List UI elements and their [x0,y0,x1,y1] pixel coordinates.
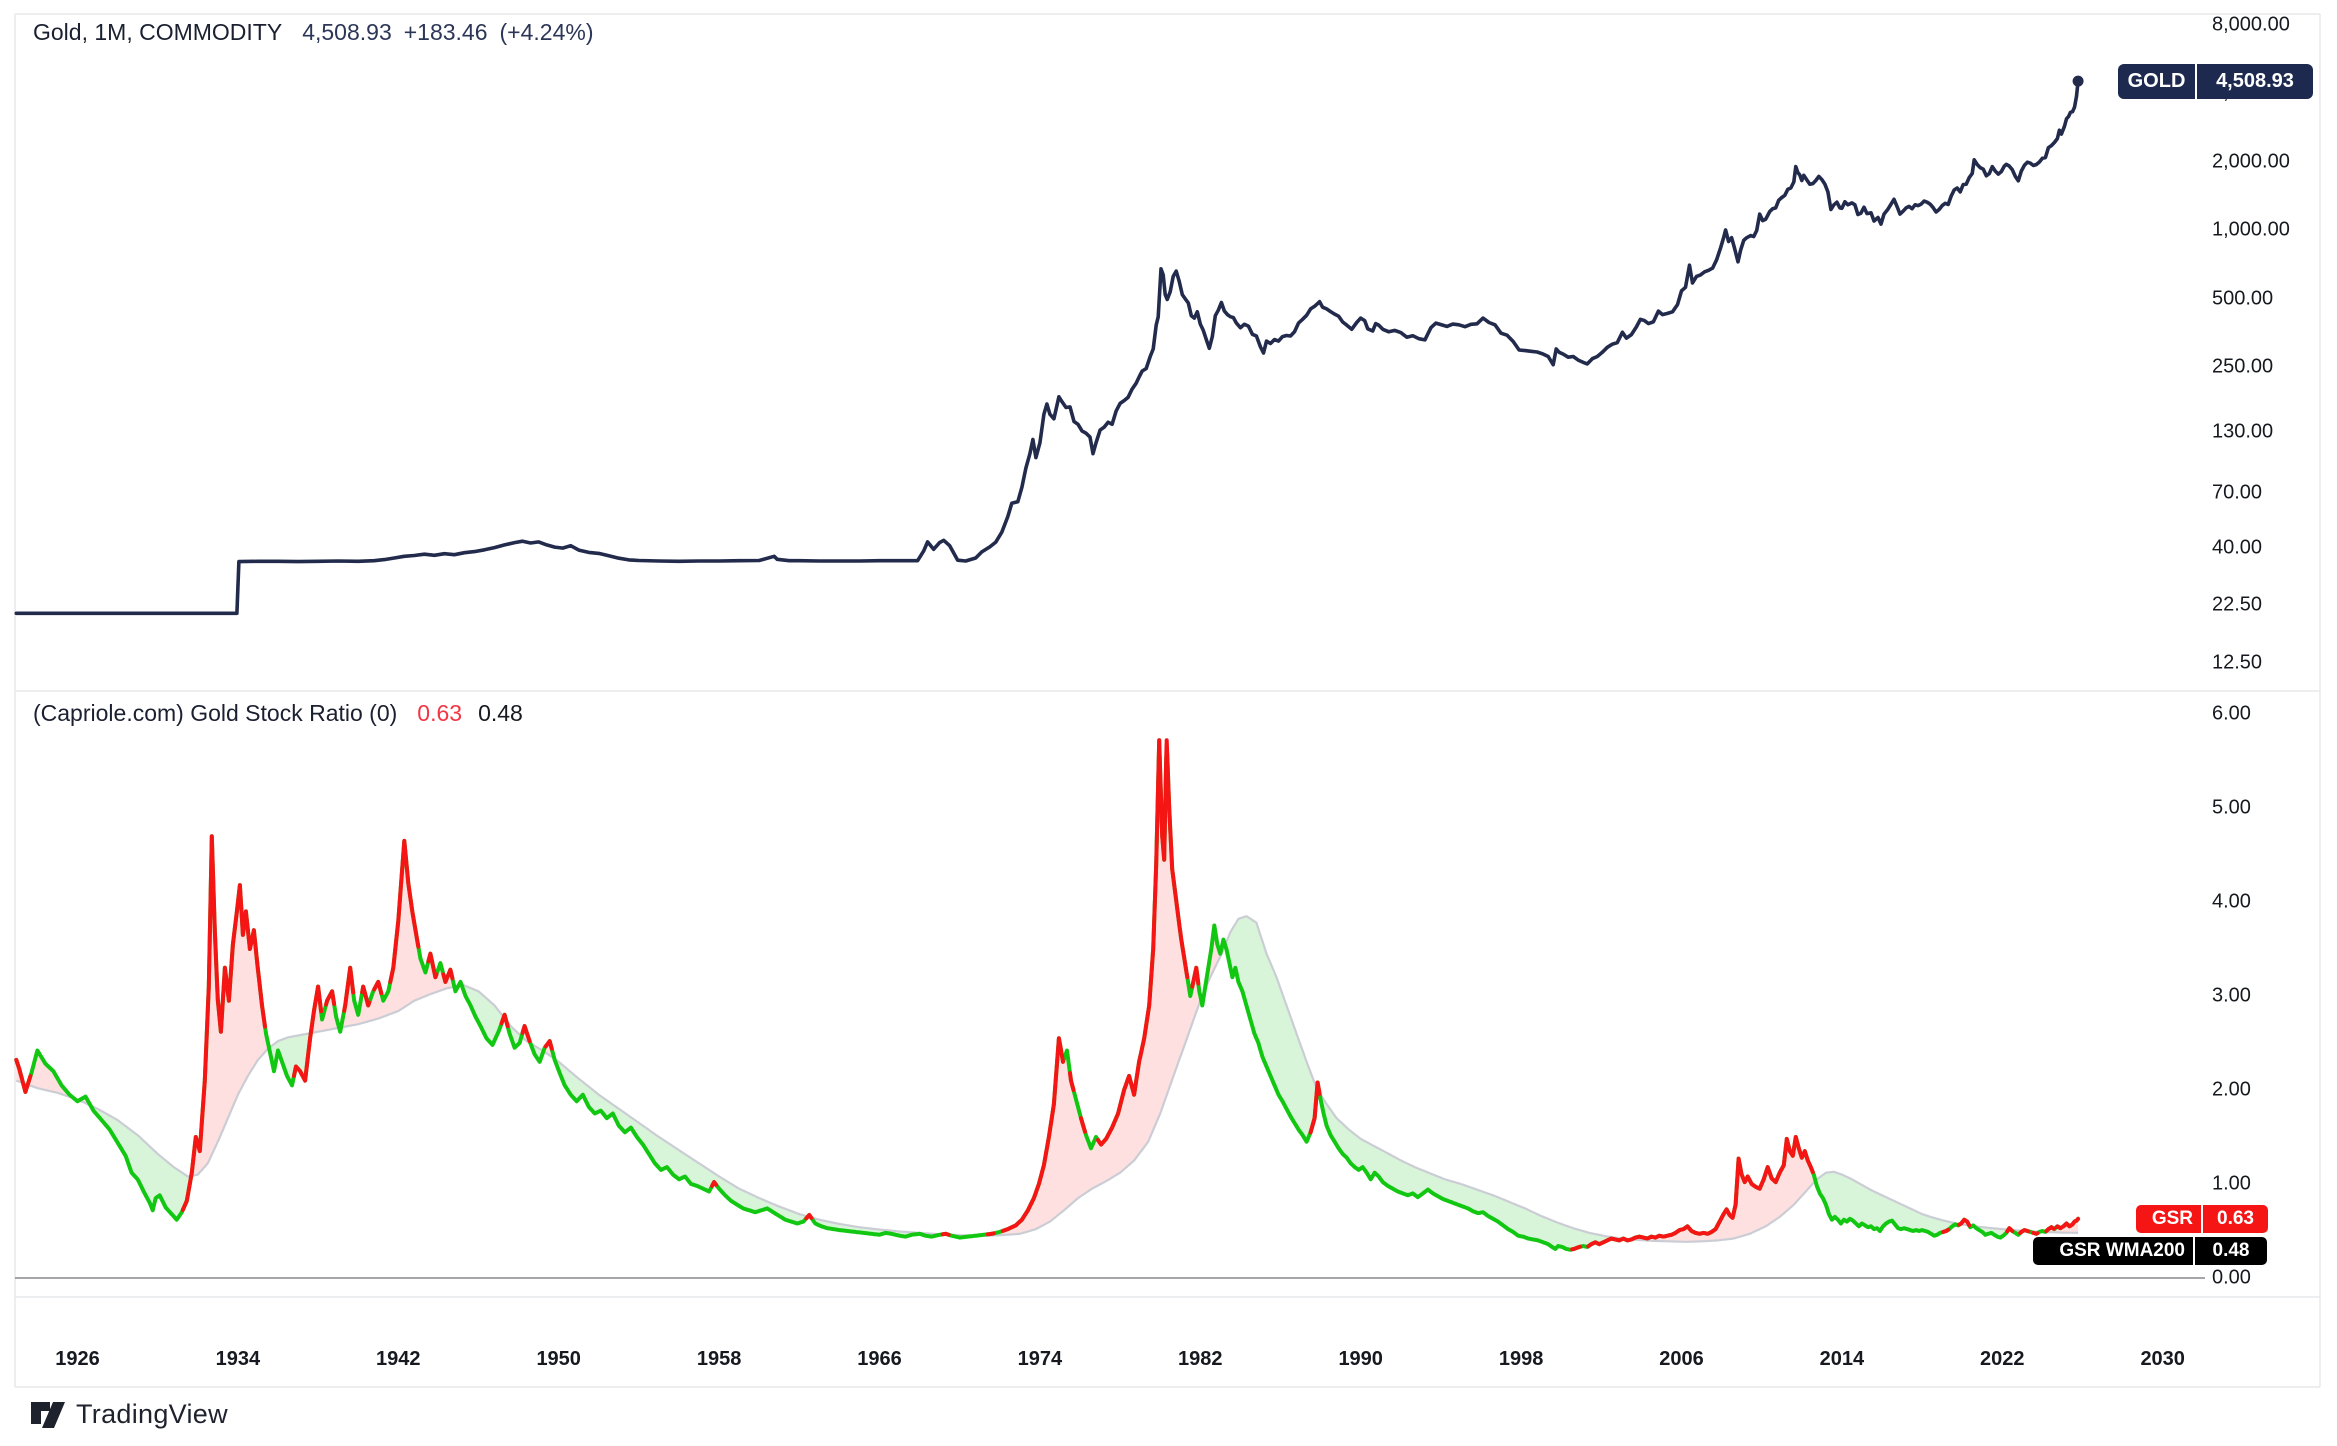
indicator-gsr-value: 0.63 [417,700,463,726]
gsr-badge-label: GSR [2151,1208,2193,1229]
indicator-legend[interactable]: (Capriole.com) Gold Stock Ratio (0) 0.63 0… [33,700,523,727]
time-axis-label: 1926 [55,1348,100,1370]
time-axis-label: 1974 [1017,1348,1063,1370]
price-axis-label: 8,000.00 [2212,13,2290,35]
time-axis-label: 1958 [696,1348,742,1370]
price-axis-label: 70.00 [2212,481,2263,504]
time-axis-label: 1966 [857,1348,902,1370]
symbol-legend[interactable]: Gold, 1M, COMMODITY 4,508.93 +183.46 (+4.24… [33,19,593,46]
time-axis-label: 2030 [2140,1348,2185,1370]
price-axis-label: 12.50 [2212,651,2263,674]
price-axis-label: 40.00 [2212,536,2263,559]
time-axis-label: 1998 [1498,1348,1544,1370]
indicator-wma-value: 0.48 [478,700,523,726]
price-axis-label: 2,000.00 [2212,150,2290,172]
price-change-percent: (+4.24%) [499,19,594,45]
gold-badge-value: 4,508.93 [2195,64,2313,99]
indicator-title: (Capriole.com) Gold Stock Ratio (0) [33,700,398,726]
gsr-value-badge: GSR 0.63 [2136,1205,2268,1233]
time-axis-label: 1982 [1178,1348,1223,1370]
indicator-axis-label: 4.00 [2212,890,2251,913]
time-axis-label: 2006 [1659,1348,1704,1370]
tradingview-logo-text: TradingView [76,1399,228,1429]
gsr-badge-value: 0.63 [2201,1205,2268,1233]
indicator-axis-label: 6.00 [2212,702,2251,725]
symbol-title: Gold, 1M, COMMODITY [33,19,283,45]
price-change: +183.46 [403,19,488,45]
indicator-axis-label: 5.00 [2212,796,2251,819]
time-axis-label: 1934 [215,1348,261,1370]
wma-badge-value: 0.48 [2193,1237,2267,1265]
tradingview-logo[interactable]: TradingView [31,1399,228,1430]
time-axis[interactable] [15,1297,2320,1387]
price-axis-label: 1,000.00 [2212,218,2290,241]
wma-badge-label: GSR WMA200 [2059,1240,2185,1261]
gold-price-badge: GOLD 4,508.93 [2118,64,2313,99]
indicator-axis-label: 3.00 [2212,984,2251,1007]
indicator-axis-label: 1.00 [2212,1172,2251,1195]
time-axis-label: 2022 [1980,1348,2025,1370]
last-price: 4,508.93 [302,19,392,45]
time-axis-label: 1990 [1338,1348,1383,1370]
tradingview-logo-icon [31,1401,65,1428]
price-axis-label: 250.00 [2212,355,2274,378]
time-axis-label: 1950 [536,1348,581,1370]
indicator-axis-label: 0.00 [2212,1266,2251,1289]
time-axis-label: 1942 [376,1348,421,1370]
wma-value-badge: GSR WMA200 0.48 [2033,1237,2267,1265]
indicator-axis-label: 2.00 [2212,1078,2251,1101]
gold-badge-symbol: GOLD [2127,70,2186,92]
price-axis[interactable] [2205,14,2337,691]
price-axis-label: 130.00 [2212,420,2274,443]
time-axis-label: 2014 [1819,1348,1865,1370]
price-axis-label: 22.50 [2212,593,2263,616]
price-axis-label: 500.00 [2212,287,2274,309]
